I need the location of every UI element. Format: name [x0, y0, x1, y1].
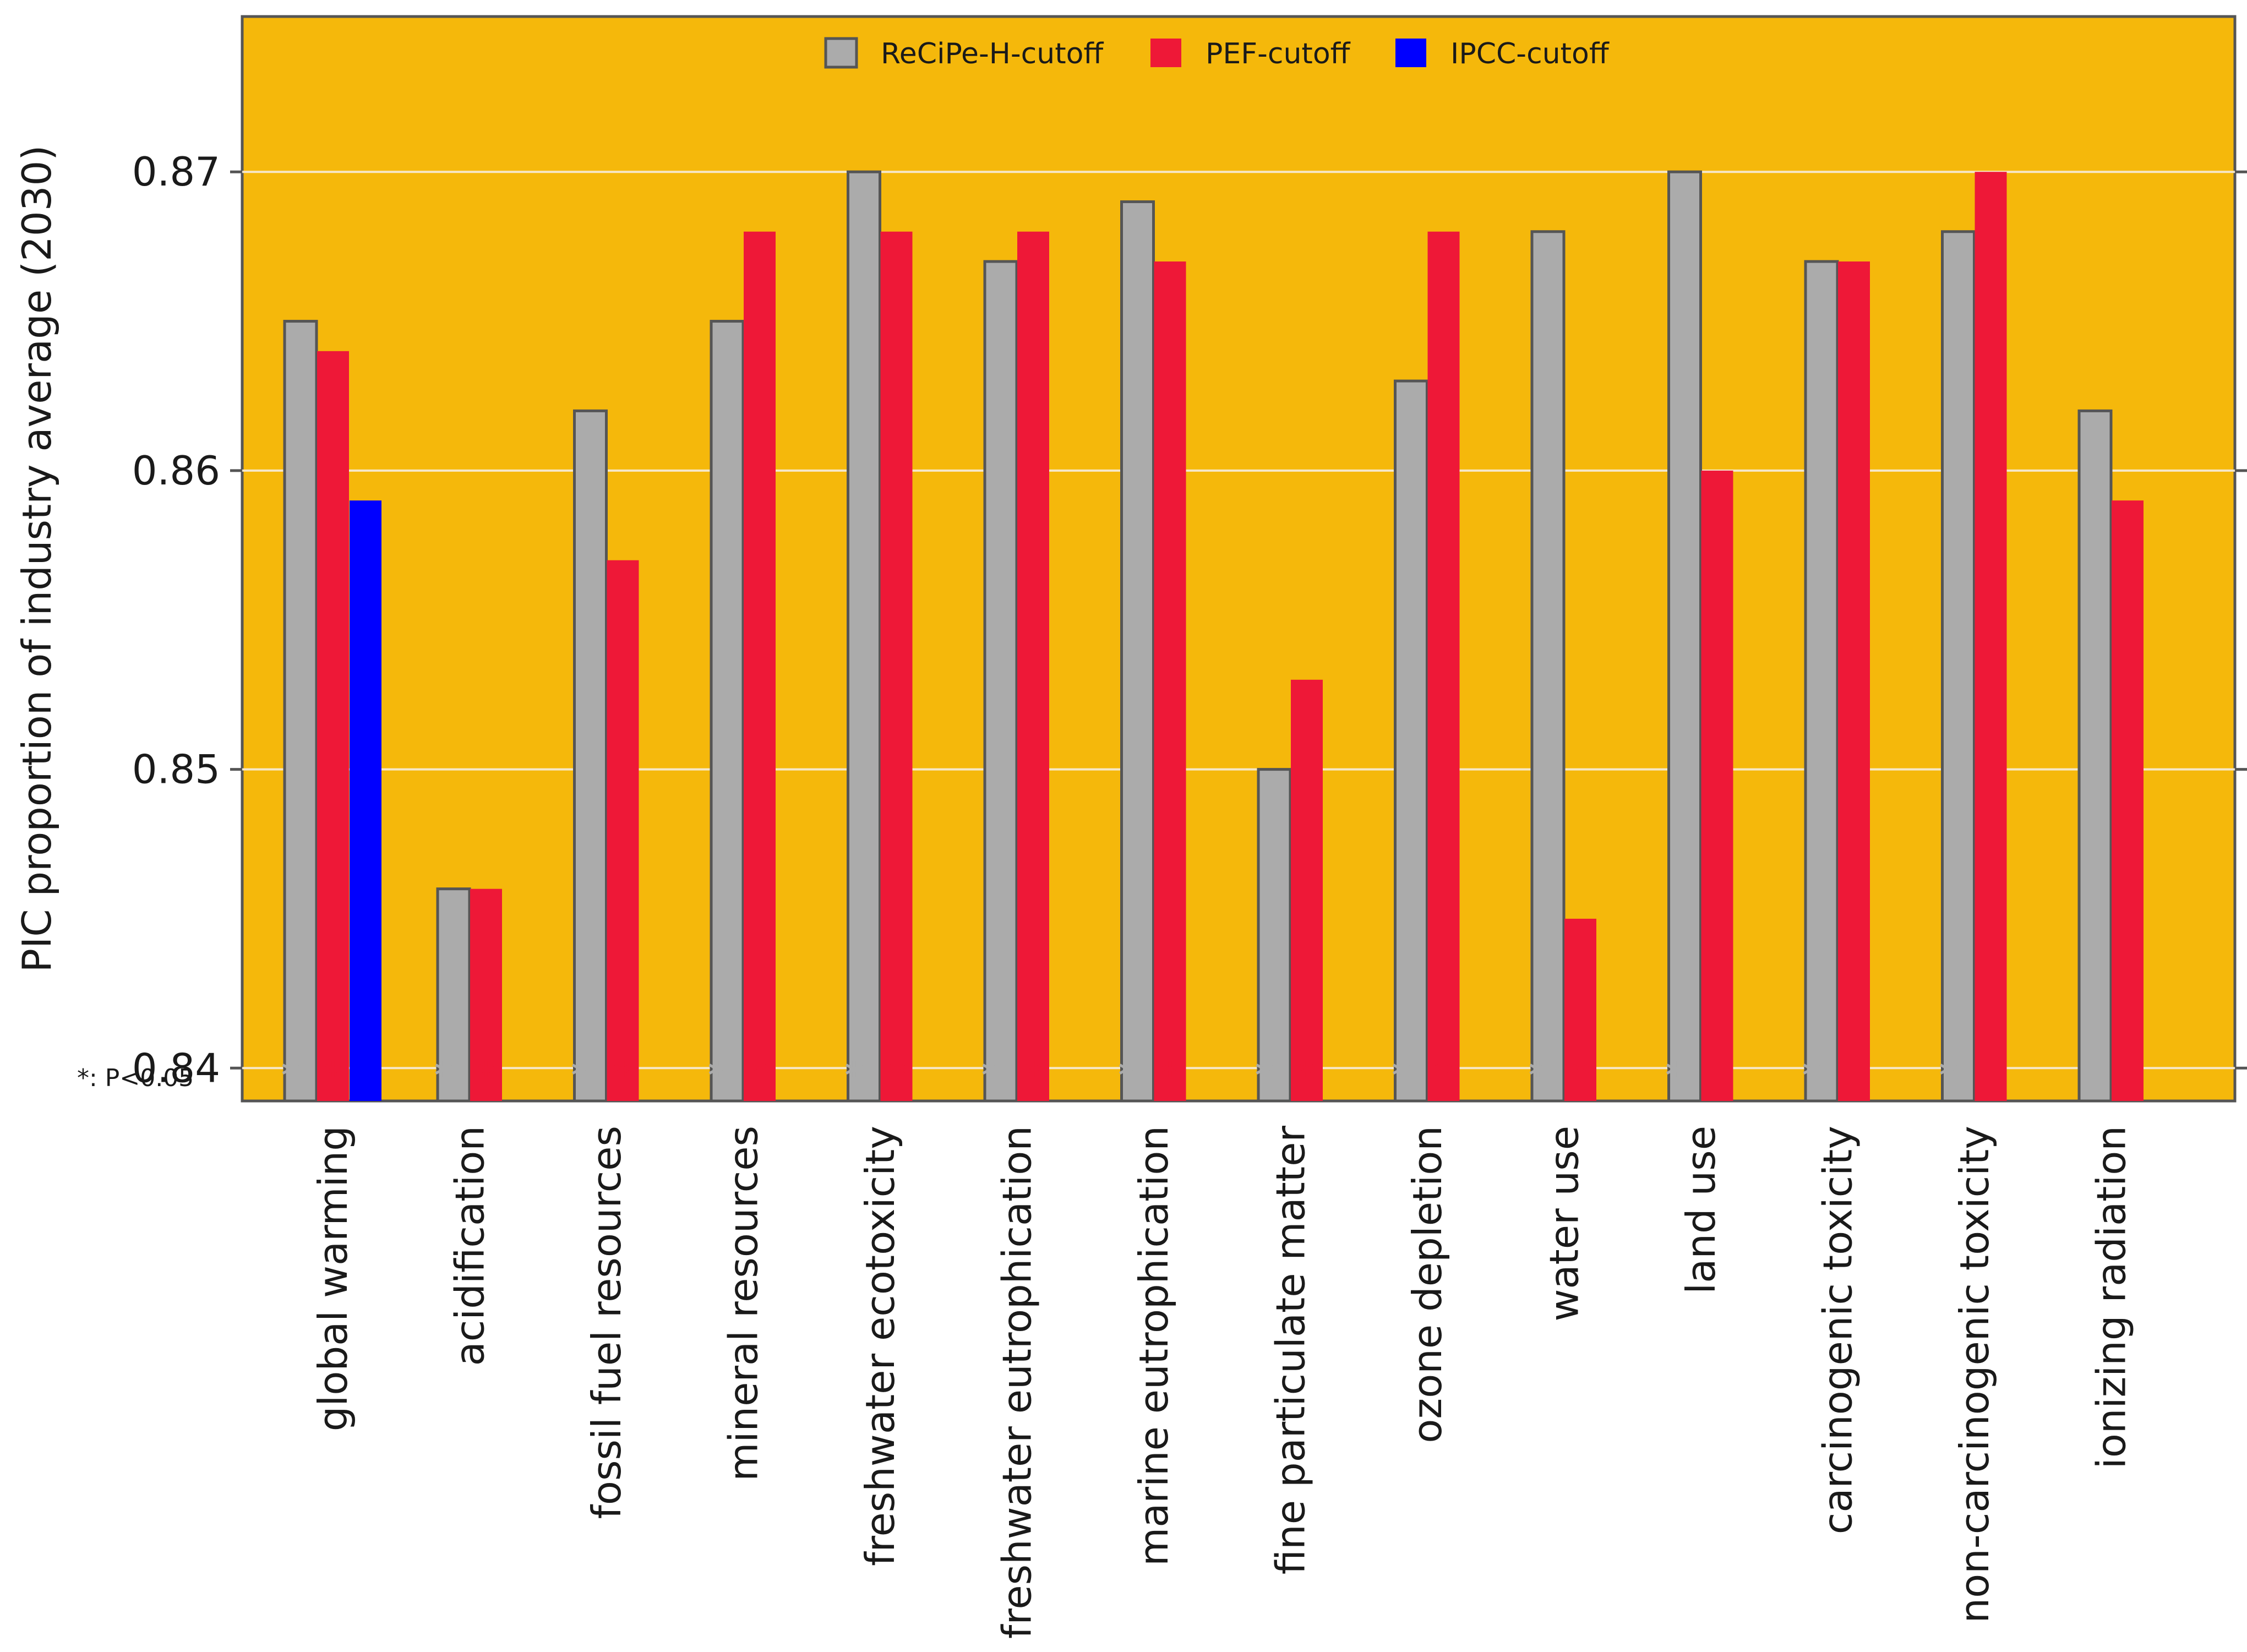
significance-star: *: [887, 1055, 906, 1096]
significance-star: *: [1161, 1055, 1179, 1096]
bar-pef-cutoff: [317, 351, 349, 1101]
y-tick-label: 0.85: [132, 746, 220, 793]
y-axis: 0.84 0.85 0.86 0.87: [132, 149, 2247, 1091]
significance-star: *: [477, 1055, 495, 1096]
significance-star: *: [750, 1055, 768, 1096]
bar-recipe-h-cutoff: [573, 409, 608, 1103]
bar-pef-cutoff: [1975, 172, 2007, 1101]
bar-pef-cutoff: [1564, 918, 1596, 1101]
y-tick-label: 0.87: [132, 149, 220, 195]
significance-star: *: [1255, 1055, 1273, 1096]
x-category-label: non-carcinogenic toxicity: [1951, 1126, 1998, 1623]
y-tick-label: 0.84: [132, 1045, 220, 1091]
bar-pef-cutoff: [607, 560, 639, 1101]
bar-pef-cutoff: [744, 231, 776, 1102]
legend-swatch: [1395, 39, 1426, 67]
significance-star: *: [1939, 1055, 1957, 1096]
bar-pef-cutoff: [2112, 500, 2144, 1101]
significance-star: *: [1435, 1055, 1453, 1096]
x-category-label: global warming: [310, 1126, 356, 1431]
bar-recipe-h-cutoff: [983, 260, 1018, 1103]
significance-note: *: P<0.05: [77, 1064, 194, 1092]
bar-recipe-h-cutoff: [710, 320, 745, 1103]
significance-star: *: [1666, 1055, 1684, 1096]
x-category-label: ionizing radiation: [2088, 1126, 2135, 1469]
legend-label: IPCC-cutoff: [1450, 37, 1610, 70]
bar-recipe-h-cutoff: [1804, 260, 1839, 1103]
significance-star: *: [1119, 1055, 1137, 1096]
significance-star: *: [281, 1055, 299, 1096]
x-category-label: mineral resources: [721, 1126, 767, 1481]
significance-star: *: [1571, 1055, 1589, 1096]
x-category-label: freshwater ecotoxicity: [857, 1126, 903, 1566]
significance-star: *: [434, 1055, 452, 1096]
significance-star: *: [1297, 1055, 1316, 1096]
x-category-label: marine eutrophication: [1131, 1126, 1177, 1566]
significance-markers: * * * * * * * * * * * * * * * * * * * * * * * *: [281, 1055, 1957, 1096]
bars: [283, 170, 2144, 1103]
plot-area: [241, 15, 2237, 1103]
x-category-label: freshwater eutrophication: [994, 1126, 1040, 1639]
bar-recipe-h-cutoff: [1394, 379, 1428, 1103]
significance-star: *: [981, 1055, 1000, 1096]
x-category-label: fine particulate matter: [1268, 1126, 1314, 1575]
bar-recipe-h-cutoff: [2077, 409, 2113, 1103]
bar-recipe-h-cutoff: [1667, 170, 1702, 1103]
x-category-label: land use: [1678, 1126, 1724, 1294]
legend-swatch: [1150, 39, 1181, 67]
bar-pef-cutoff: [1291, 679, 1323, 1101]
bar-recipe-h-cutoff: [283, 320, 318, 1103]
significance-star: *: [1529, 1055, 1547, 1096]
y-tick-label: 0.86: [132, 448, 220, 494]
significance-star: *: [324, 1055, 342, 1096]
bar-pef-cutoff: [1427, 231, 1460, 1102]
significance-star: *: [1392, 1055, 1410, 1096]
bar-recipe-h-cutoff: [847, 170, 881, 1103]
x-category-label: carcinogenic toxicity: [1815, 1126, 1861, 1534]
significance-star: *: [845, 1055, 863, 1096]
x-category-label: ozone depletion: [1404, 1126, 1450, 1443]
bar-pef-cutoff: [1154, 261, 1186, 1101]
legend: ReCiPe-H-cutoff PEF-cutoff IPCC-cutoff: [824, 37, 1610, 70]
significance-star: *: [571, 1055, 590, 1096]
bar-pef-cutoff: [470, 888, 502, 1101]
x-category-label: water use: [1541, 1126, 1588, 1321]
bar-ipcc-cutoff: [350, 500, 381, 1101]
bar-recipe-h-cutoff: [436, 887, 471, 1103]
bar-pef-cutoff: [880, 231, 913, 1102]
significance-star: *: [356, 1055, 374, 1096]
bar-pef-cutoff: [1838, 261, 1870, 1101]
x-category-label: fossil fuel resources: [583, 1126, 630, 1519]
bar-recipe-h-cutoff: [1120, 200, 1155, 1103]
legend-swatch: [824, 37, 858, 69]
bar-pef-cutoff: [1017, 231, 1049, 1102]
bar-recipe-h-cutoff: [1941, 230, 1976, 1103]
x-category-label: acidification: [447, 1126, 493, 1366]
bar-recipe-h-cutoff: [1257, 768, 1292, 1103]
significance-star: *: [614, 1055, 632, 1096]
significance-star: *: [708, 1055, 726, 1096]
significance-star: *: [1024, 1055, 1042, 1096]
legend-label: PEF-cutoff: [1206, 37, 1351, 70]
bar-pef-cutoff: [1701, 470, 1733, 1101]
significance-star: *: [1802, 1055, 1820, 1096]
legend-label: ReCiPe-H-cutoff: [881, 37, 1104, 70]
bar-recipe-h-cutoff: [1530, 230, 1566, 1103]
x-axis-labels: global warming acidification fossil fuel r…: [310, 1126, 2135, 1639]
y-axis-label: PIC proportion of industry average (2030…: [14, 145, 60, 973]
